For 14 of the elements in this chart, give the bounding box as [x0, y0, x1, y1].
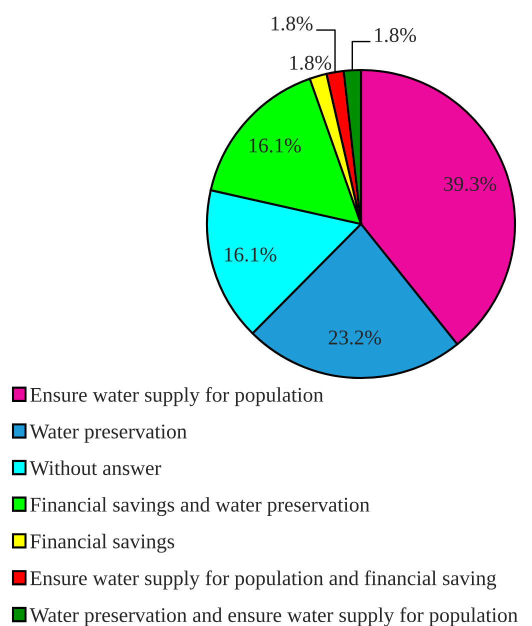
data-label: 1.8%: [375, 28, 416, 42]
data-label: 1.8%: [290, 56, 332, 70]
legend-label: Water preservation and ensure water supply for population: [30, 607, 518, 626]
data-label: 16.1%: [250, 138, 301, 153]
legend-label: Water preservation: [30, 424, 187, 443]
data-label: 39.3%: [444, 176, 496, 192]
legend-label: Ensure water supply for population: [30, 387, 324, 406]
legend-label: Without answer: [30, 460, 162, 476]
data-label: 1.8%: [272, 16, 313, 31]
data-label: 23.2%: [328, 330, 382, 345]
legend-label: Financial savings and water preservation: [30, 497, 370, 516]
legend-label: Ensure water supply for population and financial saving: [30, 570, 496, 590]
data-label: 16.1%: [225, 248, 276, 262]
legend-label: Financial savings: [30, 534, 174, 553]
